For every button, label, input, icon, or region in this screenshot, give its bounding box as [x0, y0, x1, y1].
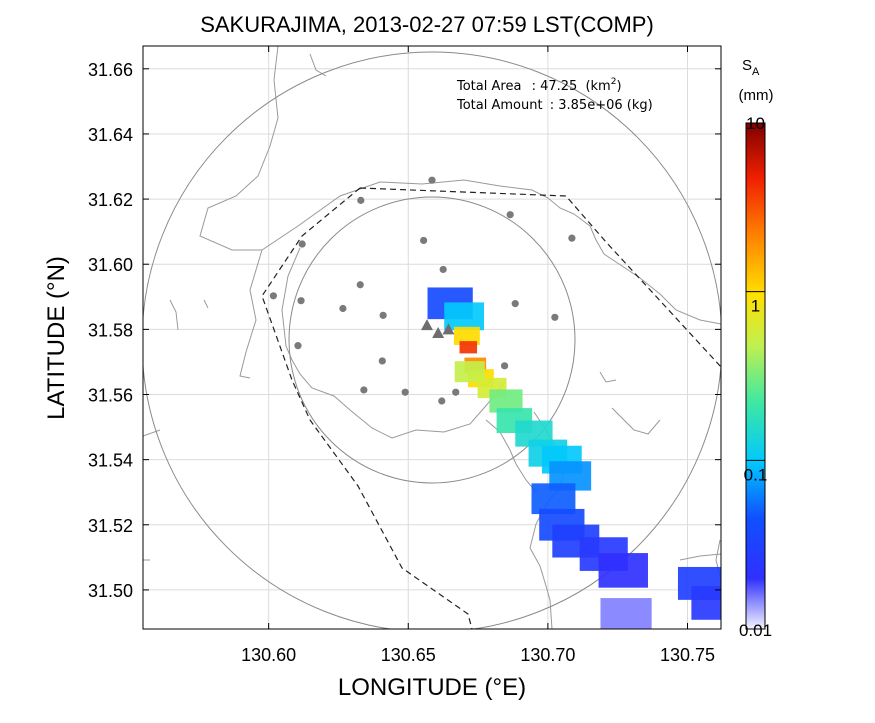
- y-tick-label: 31.62: [88, 190, 133, 210]
- station-dot: [500, 362, 509, 370]
- y-tick-label: 31.52: [88, 516, 133, 536]
- total-area-sup: 2: [611, 77, 617, 87]
- station-dot: [420, 236, 428, 245]
- boundary-dashed-line: [261, 187, 721, 629]
- grid: [143, 46, 721, 629]
- colorbar-tick-label: 10: [746, 114, 765, 133]
- vent-layer: [420, 319, 455, 338]
- station-dot: [428, 176, 436, 184]
- station-dot: [357, 196, 365, 204]
- chart-title: SAKURAJIMA, 2013-02-27 07:59 LST(COMP): [200, 12, 654, 37]
- station-dot: [360, 386, 368, 394]
- vent-triangle: [442, 323, 455, 335]
- station-dot: [452, 388, 460, 396]
- station-dot: [356, 281, 364, 289]
- total-area-annotation: Total Area : 47.25 (km2): [456, 77, 622, 94]
- station-dot: [401, 388, 409, 396]
- y-tick-label: 31.56: [88, 385, 133, 405]
- total-amount-value: : 3.85e+06 (kg): [550, 98, 653, 113]
- station-dot: [511, 300, 519, 308]
- y-tick-label: 31.66: [88, 60, 133, 80]
- total-area-value: : 47.25: [532, 79, 578, 94]
- ash-cell: [598, 553, 648, 588]
- y-axis-ticks: 31.50 31.52 31.54 31.56 31.58 31.60 31.62 31.64…: [88, 60, 721, 601]
- station-dot: [297, 297, 305, 305]
- colorbar-label-main: S: [742, 57, 752, 74]
- x-tick-label: 130.65: [381, 645, 436, 665]
- plot-frame: [142, 45, 722, 630]
- total-area-label: Total Area: [456, 79, 521, 94]
- ash-cell: [600, 598, 652, 629]
- total-amount-label: Total Amount: [456, 98, 543, 113]
- station-dot: [551, 313, 559, 321]
- colorbar-ticks: 10 1 0.1 0.01: [739, 114, 772, 640]
- station-dot: [298, 240, 306, 248]
- colorbar-tick-label: 0.01: [739, 621, 772, 640]
- y-tick-label: 31.60: [88, 255, 133, 275]
- station-dot: [568, 234, 576, 242]
- station-dot: [379, 311, 387, 319]
- colorbar: [745, 122, 766, 630]
- ash-cell: [489, 389, 523, 413]
- colorbar-tick-label: 0.1: [744, 465, 768, 484]
- y-tick-label: 31.64: [88, 125, 133, 145]
- vent-triangle: [432, 326, 445, 338]
- x-axis-label: LONGITUDE (°E): [338, 674, 526, 701]
- y-tick-label: 31.50: [88, 581, 133, 601]
- vent-triangle: [420, 319, 433, 331]
- ash-cell: [691, 586, 721, 620]
- colorbar-tick-label: 1: [751, 297, 760, 316]
- total-amount-annotation: Total Amount : 3.85e+06 (kg): [456, 98, 653, 113]
- station-dot: [506, 211, 514, 219]
- plot-area: [143, 46, 721, 629]
- station-dot: [378, 357, 386, 365]
- y-axis-label: LATITUDE (°N): [43, 256, 70, 420]
- y-tick-label: 31.54: [88, 451, 133, 471]
- inner-range-circle: [288, 196, 576, 484]
- x-tick-label: 130.75: [660, 645, 715, 665]
- colorbar-label: SA: [742, 57, 760, 78]
- station-dot: [294, 342, 302, 350]
- ash-cell: [459, 341, 478, 354]
- x-tick-label: 130.70: [520, 645, 575, 665]
- x-tick-label: 130.60: [241, 645, 296, 665]
- total-area-close: ): [616, 79, 621, 94]
- ash-fall-layer: [427, 287, 721, 629]
- total-area-unit: (km: [585, 79, 610, 94]
- outer-range-circle: [143, 51, 721, 629]
- y-tick-label: 31.58: [88, 320, 133, 340]
- station-dot: [339, 304, 347, 313]
- station-dot: [269, 292, 277, 300]
- colorbar-unit: (mm): [739, 87, 774, 104]
- ash-cell: [454, 361, 485, 383]
- colorbar-label-sub: A: [752, 66, 760, 78]
- station-layer: [269, 176, 576, 405]
- x-axis-ticks: 130.60 130.65 130.70 130.75: [241, 46, 715, 665]
- ash-cell: [453, 326, 480, 345]
- ash-cell: [444, 302, 484, 331]
- station-dot: [438, 397, 446, 405]
- station-dot: [439, 265, 447, 274]
